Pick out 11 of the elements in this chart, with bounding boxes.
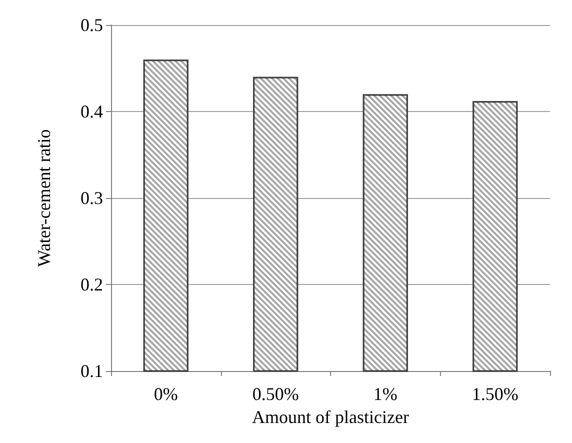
y-tick-label: 0.3 xyxy=(80,188,103,208)
x-tick-label: 1% xyxy=(373,384,398,404)
x-axis-title: Amount of plasticizer xyxy=(252,406,409,427)
y-tick-label: 0.4 xyxy=(80,102,103,122)
y-tick-label: 0.1 xyxy=(80,361,103,381)
y-tick-label: 0.2 xyxy=(80,274,103,294)
x-tick-label: 0% xyxy=(154,384,178,404)
x-tick-label: 1.50% xyxy=(472,384,518,404)
y-tick-label: 0.5 xyxy=(80,15,103,35)
x-tick-label: 0.50% xyxy=(252,384,299,404)
y-axis-title: Water-cement ratio xyxy=(34,129,54,267)
